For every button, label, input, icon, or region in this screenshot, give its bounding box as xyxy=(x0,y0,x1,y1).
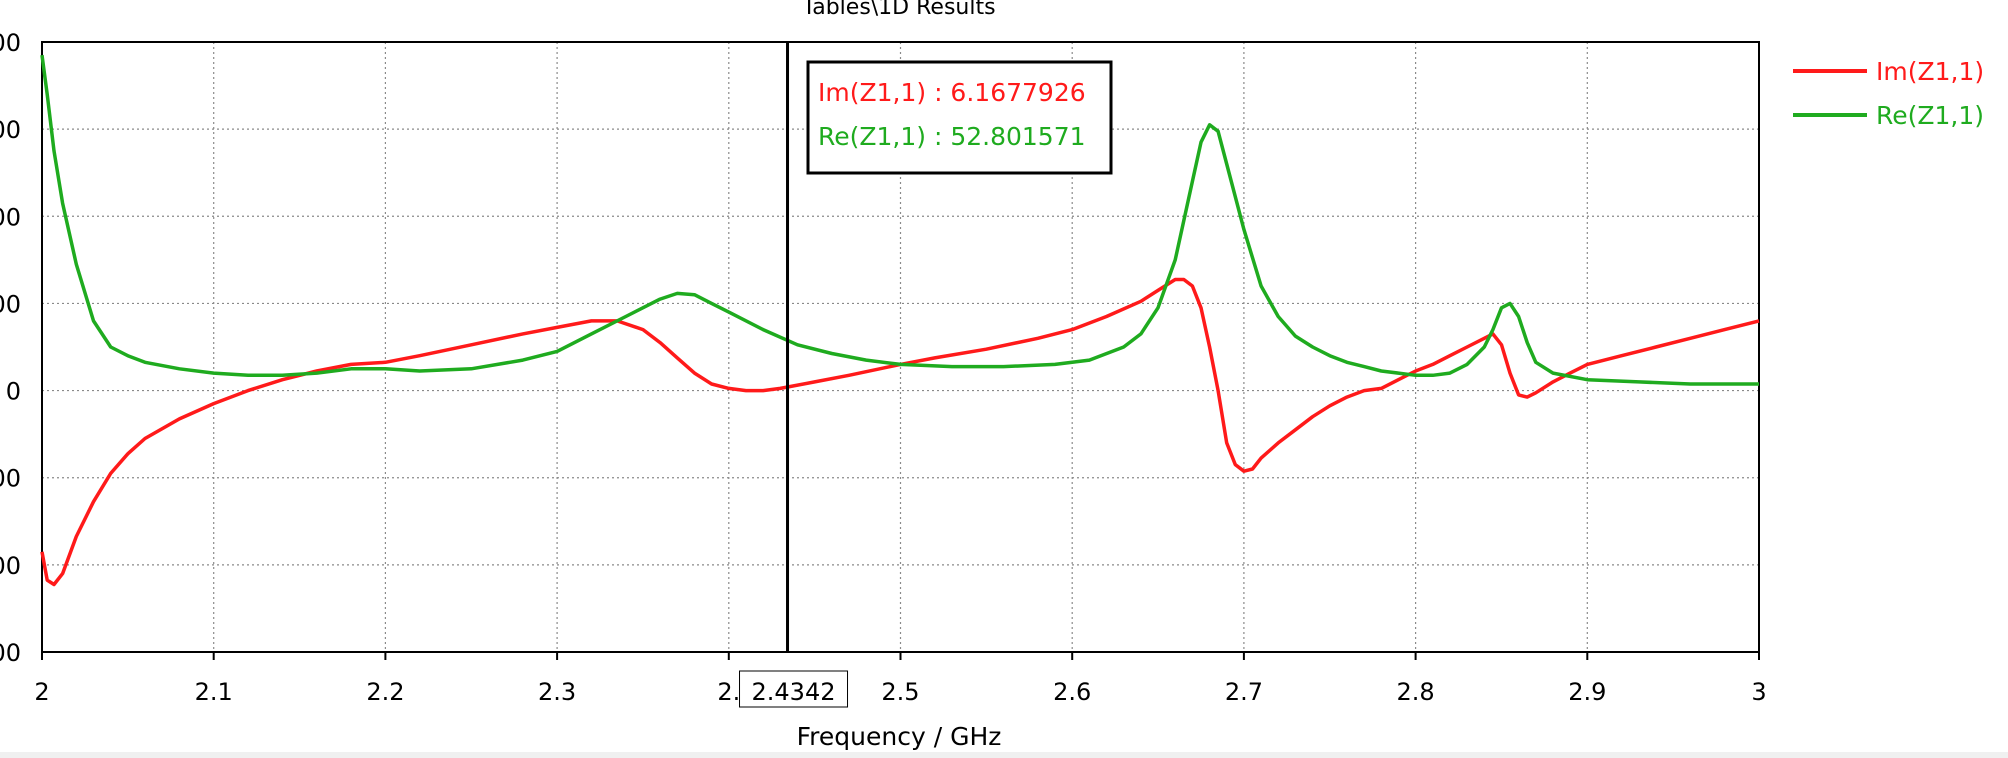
marker-cursor[interactable]: 2.4342 Im(Z1,1) : 6.1677926 Re(Z1,1) : 5… xyxy=(739,42,1113,708)
series-line-re xyxy=(40,54,1759,386)
x-tick-labels: 2 2.1 2.2 2.3 2. 2.5 2.6 2.7 2.8 2.9 3 xyxy=(34,652,1767,706)
y-tick-label: 00 xyxy=(0,290,21,318)
series-line-im xyxy=(40,277,1760,587)
x-tick-label: 2.5 xyxy=(881,678,919,706)
y-tick-label: 00 xyxy=(0,203,21,231)
legend-label-im: Im(Z1,1) xyxy=(1876,57,1984,86)
series-lines xyxy=(40,54,1760,587)
x-tick-label: 2.9 xyxy=(1568,678,1606,706)
y-tick-label: 00 xyxy=(0,639,21,667)
grid-lines xyxy=(42,42,1759,652)
y-tick-label: 00 xyxy=(0,465,21,493)
x-tick-label: 3 xyxy=(1751,678,1766,706)
marker-x-label-box xyxy=(739,670,849,708)
x-tick-label: 2.8 xyxy=(1397,678,1435,706)
legend-label-re: Re(Z1,1) xyxy=(1876,101,1984,130)
x-tick-label: 2.7 xyxy=(1225,678,1263,706)
x-tick-label: 2.3 xyxy=(538,678,576,706)
y-tick-label: 00 xyxy=(0,29,21,57)
x-tick-label: 2.2 xyxy=(366,678,404,706)
x-tick-label: 2. xyxy=(717,678,740,706)
x-axis-title: Frequency / GHz xyxy=(797,722,1002,751)
x-tick-label: 2 xyxy=(34,678,49,706)
y-tick-labels: 000000000000000 xyxy=(0,29,21,667)
chart-title: Tables\1D Results xyxy=(801,0,995,20)
marker-readout-box xyxy=(806,60,1113,175)
marker-readout-im: Im(Z1,1) : 6.1677926 xyxy=(818,78,1086,107)
y-tick-label: 00 xyxy=(0,552,21,580)
status-strip xyxy=(0,752,2008,758)
x-tick-label: 2.1 xyxy=(195,678,233,706)
marker-readout-re: Re(Z1,1) : 52.801571 xyxy=(818,122,1086,151)
x-tick-label: 2.6 xyxy=(1053,678,1091,706)
y-tick-label: 0 xyxy=(6,378,21,406)
legend: Im(Z1,1) Re(Z1,1) xyxy=(1793,57,1984,130)
y-tick-label: 00 xyxy=(0,116,21,144)
marker-x-label: 2.4342 xyxy=(752,678,836,706)
